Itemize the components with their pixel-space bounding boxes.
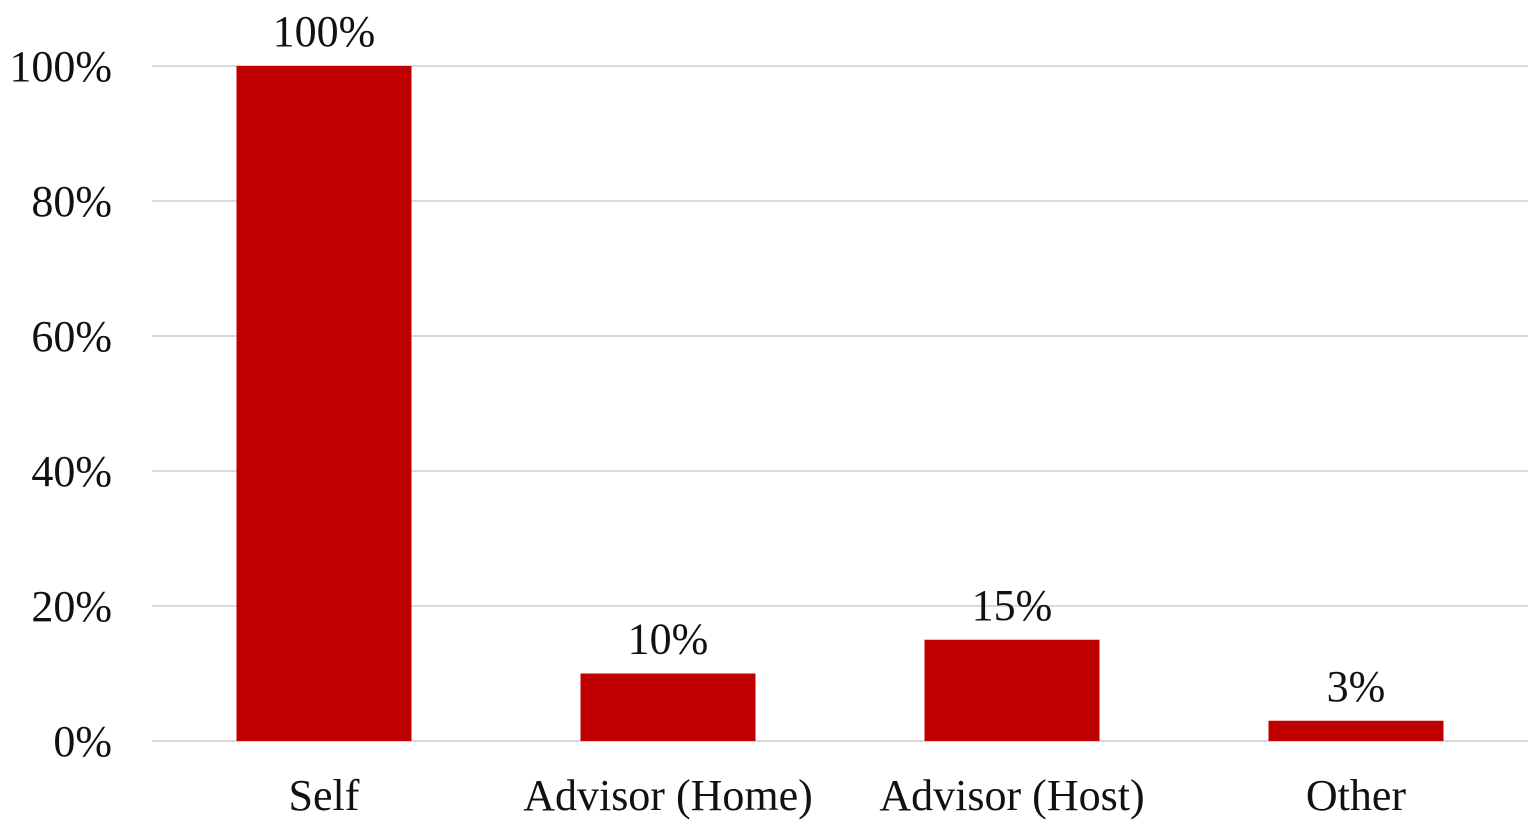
y-tick-label: 0% (53, 717, 112, 766)
data-label: 100% (273, 7, 376, 56)
category-label: Advisor (Home) (523, 771, 813, 820)
category-label: Self (289, 771, 360, 820)
bar (580, 673, 756, 741)
y-tick-label: 40% (31, 447, 112, 496)
category-label: Other (1306, 771, 1407, 820)
y-tick-label: 20% (31, 582, 112, 631)
data-label: 3% (1327, 662, 1386, 711)
data-labels: 100% 10% 15% 3% (273, 7, 1386, 711)
y-axis-ticks: 0% 20% 40% 60% 80% 100% (9, 42, 112, 766)
y-tick-label: 100% (9, 42, 112, 91)
x-axis-categories: Self Advisor (Home) Advisor (Host) Other (289, 771, 1407, 820)
category-label: Advisor (Host) (879, 771, 1144, 820)
y-tick-label: 60% (31, 312, 112, 361)
bars (236, 66, 1444, 741)
bar (924, 639, 1100, 741)
y-tick-label: 80% (31, 177, 112, 226)
data-label: 10% (628, 615, 709, 664)
data-label: 15% (972, 581, 1053, 630)
bar (236, 66, 412, 741)
bar (1268, 720, 1444, 741)
